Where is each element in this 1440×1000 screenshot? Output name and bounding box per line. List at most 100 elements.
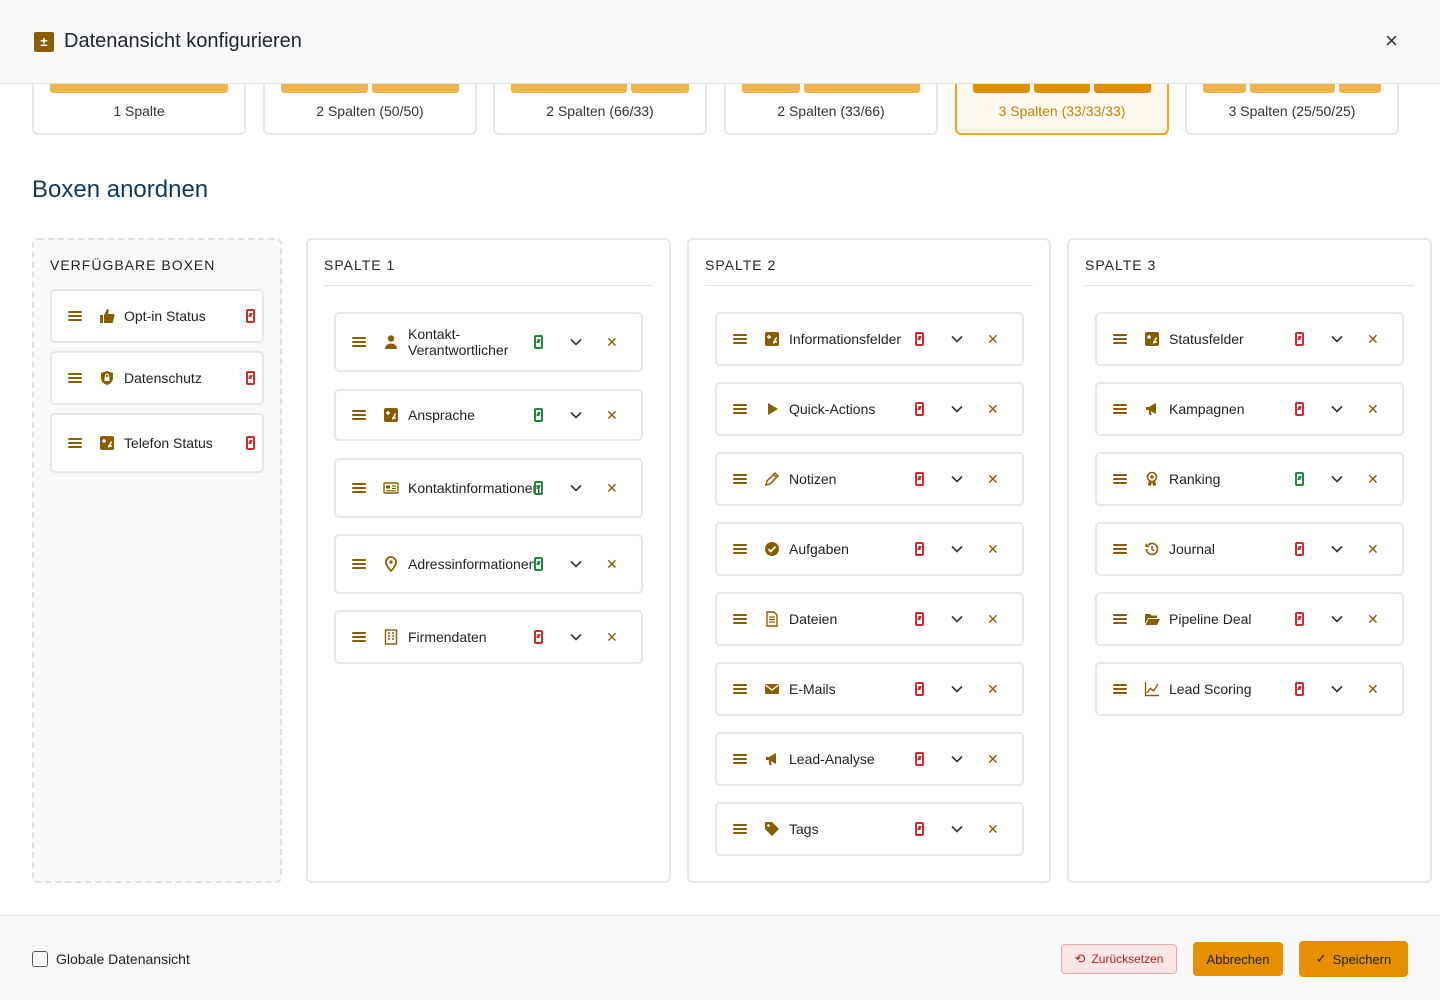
box-item[interactable]: Tags ✕ [715, 802, 1024, 856]
drag-handle-icon[interactable] [1113, 684, 1127, 694]
chevron-down-icon[interactable] [951, 474, 963, 484]
drag-handle-icon[interactable] [733, 824, 747, 834]
box-item[interactable]: Telefon Status [50, 413, 264, 473]
mobile-visibility-icon[interactable] [915, 332, 924, 346]
mobile-visibility-icon[interactable] [915, 472, 924, 486]
layout-option[interactable]: 3 Spalten (25/50/25) [1185, 84, 1399, 135]
drag-handle-icon[interactable] [1113, 404, 1127, 414]
close-icon[interactable]: × [1385, 28, 1398, 53]
box-item[interactable]: Firmendaten ✕ [334, 610, 643, 664]
mobile-visibility-icon[interactable] [915, 822, 924, 836]
chevron-down-icon[interactable] [1331, 474, 1343, 484]
box-item[interactable]: Aufgaben ✕ [715, 522, 1024, 576]
box-item[interactable]: Ranking ✕ [1095, 452, 1404, 506]
remove-icon[interactable]: ✕ [1367, 611, 1379, 627]
drag-handle-icon[interactable] [733, 474, 747, 484]
remove-icon[interactable]: ✕ [987, 611, 999, 627]
remove-icon[interactable]: ✕ [1367, 541, 1379, 557]
box-item[interactable]: Quick-Actions ✕ [715, 382, 1024, 436]
mobile-visibility-icon[interactable] [915, 542, 924, 556]
save-button[interactable]: ✓ Speichern [1299, 941, 1408, 977]
box-item[interactable]: Lead Scoring ✕ [1095, 662, 1404, 716]
drag-handle-icon[interactable] [1113, 614, 1127, 624]
box-item[interactable]: Opt-in Status [50, 289, 264, 343]
remove-icon[interactable]: ✕ [987, 331, 999, 347]
drag-handle-icon[interactable] [733, 614, 747, 624]
chevron-down-icon[interactable] [1331, 544, 1343, 554]
drag-handle-icon[interactable] [68, 373, 82, 383]
mobile-visibility-icon[interactable] [915, 682, 924, 696]
layout-option[interactable]: 3 Spalten (33/33/33) [955, 84, 1169, 135]
reset-button[interactable]: ⟲ Zurücksetzen [1061, 944, 1177, 974]
box-item[interactable]: Pipeline Deal ✕ [1095, 592, 1404, 646]
mobile-visibility-icon[interactable] [534, 335, 543, 349]
drag-handle-icon[interactable] [352, 410, 366, 420]
drag-handle-icon[interactable] [352, 483, 366, 493]
chevron-down-icon[interactable] [951, 334, 963, 344]
remove-icon[interactable]: ✕ [606, 629, 618, 645]
drag-handle-icon[interactable] [68, 311, 82, 321]
global-view-checkbox[interactable] [32, 951, 48, 967]
mobile-visibility-icon[interactable] [534, 630, 543, 644]
chevron-down-icon[interactable] [570, 483, 582, 493]
drag-handle-icon[interactable] [352, 337, 366, 347]
mobile-visibility-icon[interactable] [915, 752, 924, 766]
mobile-visibility-icon[interactable] [915, 402, 924, 416]
box-item[interactable]: Dateien ✕ [715, 592, 1024, 646]
remove-icon[interactable]: ✕ [606, 480, 618, 496]
chevron-down-icon[interactable] [951, 614, 963, 624]
mobile-visibility-icon[interactable] [246, 309, 255, 323]
chevron-down-icon[interactable] [951, 684, 963, 694]
layout-option[interactable]: 1 Spalte [32, 84, 246, 135]
mobile-visibility-icon[interactable] [1295, 682, 1304, 696]
mobile-visibility-icon[interactable] [534, 481, 543, 495]
chevron-down-icon[interactable] [951, 404, 963, 414]
mobile-visibility-icon[interactable] [1295, 542, 1304, 556]
drag-handle-icon[interactable] [733, 404, 747, 414]
chevron-down-icon[interactable] [951, 824, 963, 834]
box-item[interactable]: Kampagnen ✕ [1095, 382, 1404, 436]
mobile-visibility-icon[interactable] [534, 408, 543, 422]
chevron-down-icon[interactable] [1331, 334, 1343, 344]
remove-icon[interactable]: ✕ [987, 821, 999, 837]
remove-icon[interactable]: ✕ [987, 471, 999, 487]
remove-icon[interactable]: ✕ [987, 681, 999, 697]
remove-icon[interactable]: ✕ [987, 541, 999, 557]
box-item[interactable]: Lead-Analyse ✕ [715, 732, 1024, 786]
remove-icon[interactable]: ✕ [1367, 471, 1379, 487]
drag-handle-icon[interactable] [68, 438, 82, 448]
box-item[interactable]: Datenschutz [50, 351, 264, 405]
remove-icon[interactable]: ✕ [1367, 331, 1379, 347]
remove-icon[interactable]: ✕ [606, 556, 618, 572]
drag-handle-icon[interactable] [733, 684, 747, 694]
drag-handle-icon[interactable] [733, 754, 747, 764]
remove-icon[interactable]: ✕ [606, 334, 618, 350]
remove-icon[interactable]: ✕ [987, 401, 999, 417]
drag-handle-icon[interactable] [1113, 474, 1127, 484]
mobile-visibility-icon[interactable] [246, 371, 255, 385]
drag-handle-icon[interactable] [352, 632, 366, 642]
mobile-visibility-icon[interactable] [1295, 472, 1304, 486]
chevron-down-icon[interactable] [951, 754, 963, 764]
mobile-visibility-icon[interactable] [246, 436, 255, 450]
mobile-visibility-icon[interactable] [915, 612, 924, 626]
chevron-down-icon[interactable] [1331, 404, 1343, 414]
box-item[interactable]: Journal ✕ [1095, 522, 1404, 576]
mobile-visibility-icon[interactable] [1295, 612, 1304, 626]
drag-handle-icon[interactable] [733, 544, 747, 554]
mobile-visibility-icon[interactable] [1295, 332, 1304, 346]
chevron-down-icon[interactable] [951, 544, 963, 554]
box-item[interactable]: Ansprache ✕ [334, 389, 643, 441]
box-item[interactable]: Adressinformationen ✕ [334, 534, 643, 594]
box-item[interactable]: Informationsfelder ✕ [715, 312, 1024, 366]
drag-handle-icon[interactable] [1113, 544, 1127, 554]
layout-option[interactable]: 2 Spalten (66/33) [493, 84, 707, 135]
mobile-visibility-icon[interactable] [534, 557, 543, 571]
cancel-button[interactable]: Abbrechen [1193, 942, 1283, 976]
layout-option[interactable]: 2 Spalten (33/66) [724, 84, 938, 135]
drag-handle-icon[interactable] [352, 559, 366, 569]
chevron-down-icon[interactable] [570, 559, 582, 569]
layout-option[interactable]: 2 Spalten (50/50) [263, 84, 477, 135]
drag-handle-icon[interactable] [733, 334, 747, 344]
remove-icon[interactable]: ✕ [1367, 681, 1379, 697]
